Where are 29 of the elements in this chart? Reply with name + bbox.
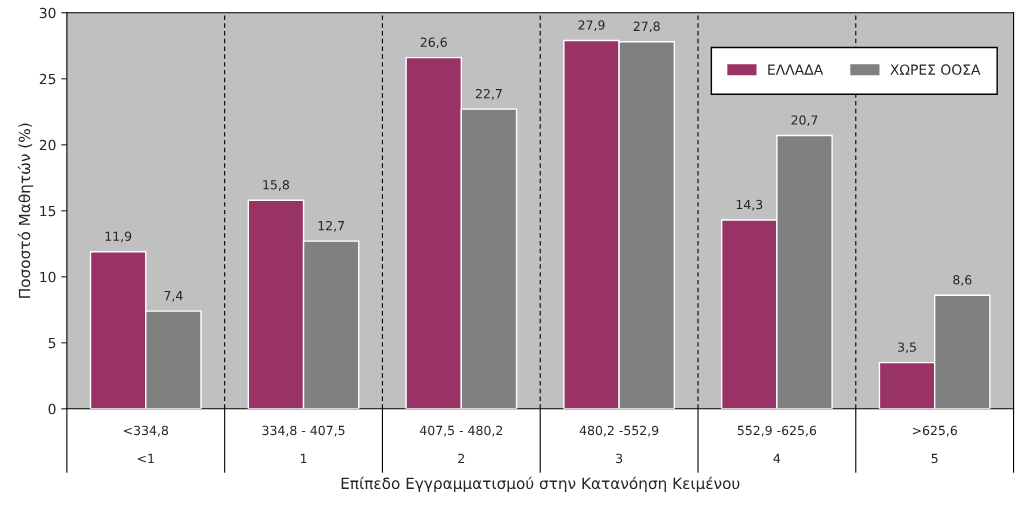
data-label: 11,9 xyxy=(105,231,132,243)
data-label: 14,3 xyxy=(736,199,763,211)
data-label: 27,8 xyxy=(633,21,660,33)
category-label: 407,5 - 480,2 2 xyxy=(419,425,503,463)
data-label: 27,9 xyxy=(578,20,605,32)
legend-label: ΕΛΛΑΔΑ xyxy=(768,64,824,75)
y-tick-label: 0 xyxy=(48,403,56,415)
category-label: 334,8 - 407,5 1 xyxy=(262,425,345,463)
y-tick-label: 25 xyxy=(39,73,56,85)
data-label: 7,4 xyxy=(164,291,183,302)
data-label: 12,7 xyxy=(318,220,345,232)
y-tick-label: 20 xyxy=(39,139,56,151)
category-label: 552,9 -625,6 4 xyxy=(737,425,817,463)
data-label: 22,7 xyxy=(475,88,502,100)
y-tick-label: 10 xyxy=(40,271,56,283)
data-label: 20,7 xyxy=(791,115,818,127)
category-label: >625,6 5 xyxy=(912,425,958,464)
legend-label: ΧΩΡΕΣ ΟΟΣΑ xyxy=(890,64,981,75)
data-label: 8,6 xyxy=(953,275,972,286)
y-axis-title: Ποσοστό Μαθητών (%) xyxy=(17,123,34,298)
data-label: 15,8 xyxy=(263,180,289,191)
category-label: <334,8 <1 xyxy=(123,425,169,463)
y-tick-label: 15 xyxy=(40,205,56,217)
data-label: 26,6 xyxy=(420,37,447,49)
x-axis-title: Επίπεδο Εγγραμματισμού στην Κατανόηση Κειμένου xyxy=(341,476,740,493)
y-tick-label: 5 xyxy=(48,337,56,349)
y-tick-label: 30 xyxy=(39,7,56,19)
data-label: 3,5 xyxy=(898,342,916,354)
category-label: 480,2 -552,9 3 xyxy=(579,425,659,464)
